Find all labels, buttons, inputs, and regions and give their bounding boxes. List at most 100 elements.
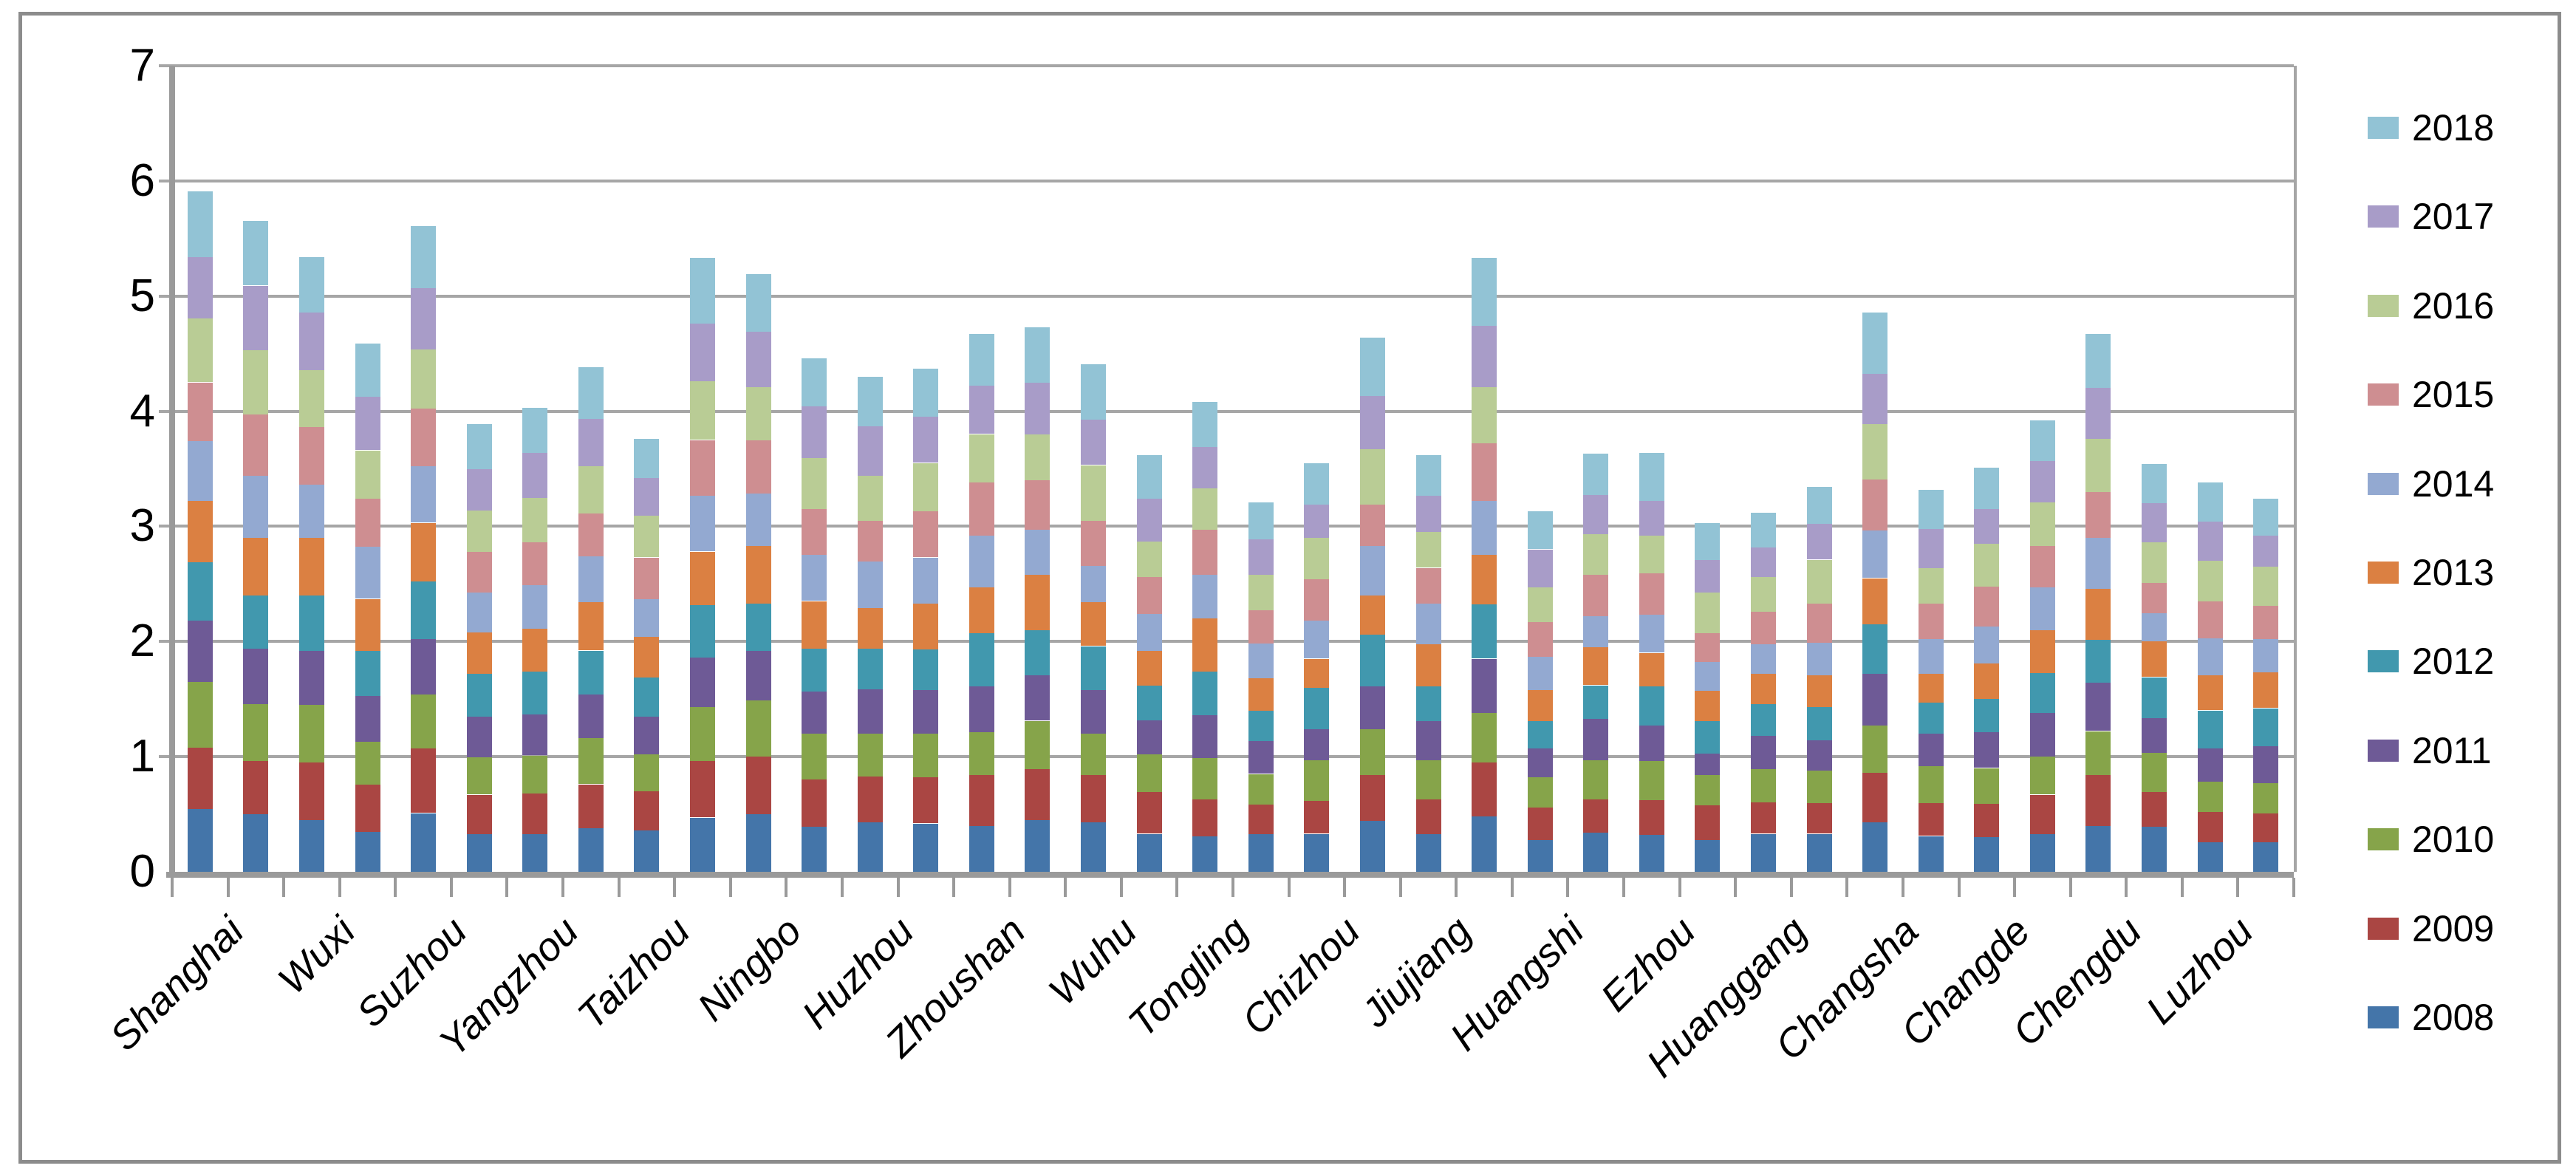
bar-segment-2010 [1081, 734, 1107, 775]
bar-segment-2011 [913, 690, 939, 734]
bar-segment-2014 [2197, 638, 2223, 675]
bar-segment-2012 [1136, 686, 1162, 720]
bar-segment-2010 [968, 732, 994, 775]
x-axis-tick [1734, 878, 1737, 897]
bar-segment-2012 [1359, 635, 1385, 686]
bar-segment-2009 [1192, 799, 1218, 836]
bar-segment-2014 [1136, 614, 1162, 651]
legend-swatch-2013 [2368, 562, 2399, 584]
bar-segment-2018 [1974, 468, 2000, 509]
bar-segment-2016 [466, 511, 492, 552]
bar-segment-2014 [802, 555, 827, 601]
bar-segment-2011 [1359, 686, 1385, 729]
bar-segment-2013 [1862, 579, 1888, 624]
stacked-bar [857, 0, 883, 872]
bar-segment-2010 [2142, 753, 2167, 792]
stacked-bar [243, 0, 269, 872]
x-axis-tick [1845, 878, 1848, 897]
bar-segment-2011 [2142, 717, 2167, 753]
bar-segment-2009 [2197, 812, 2223, 842]
bar-segment-2017 [2253, 536, 2279, 567]
gridline [159, 294, 2294, 298]
bar-segment-2016 [634, 516, 660, 557]
stacked-bar [1304, 0, 1330, 872]
bar-segment-2015 [522, 542, 548, 585]
bar-segment-2012 [1695, 721, 1721, 754]
bar-segment-2018 [243, 221, 269, 285]
stacked-bar [802, 0, 827, 872]
bar-segment-2013 [1527, 690, 1553, 721]
bar-segment-2015 [2142, 583, 2167, 613]
bar-segment-2013 [690, 552, 715, 605]
bar-segment-2017 [1695, 560, 1721, 593]
bar-segment-2009 [2029, 795, 2055, 834]
bar-segment-2013 [1751, 674, 1776, 704]
bar-segment-2013 [968, 587, 994, 633]
bar-segment-2015 [690, 440, 715, 496]
bar-segment-2016 [1974, 544, 2000, 587]
legend-item: 2010 [2368, 817, 2494, 861]
bar-segment-2010 [1248, 774, 1274, 805]
y-axis-label: 2 [129, 615, 155, 667]
bar-segment-2008 [411, 813, 437, 872]
stacked-bar [1695, 0, 1721, 872]
bar-segment-2011 [634, 717, 660, 754]
bar-segment-2009 [298, 762, 324, 820]
bar-segment-2014 [1081, 565, 1107, 602]
gridline [159, 64, 2294, 67]
bar-segment-2018 [355, 344, 380, 397]
y-axis-line [169, 66, 175, 878]
bar-segment-2015 [1695, 633, 1721, 662]
bar-segment-2014 [1918, 639, 1944, 674]
stacked-bar [2253, 0, 2279, 872]
legend-swatch-2010 [2368, 828, 2399, 850]
bar-segment-2018 [1806, 487, 1832, 524]
x-axis-tick [1343, 878, 1346, 897]
bar-segment-2011 [2253, 746, 2279, 783]
bar-segment-2018 [1192, 402, 1218, 447]
bar-segment-2013 [298, 538, 324, 595]
bar-segment-2015 [2197, 601, 2223, 638]
bar-segment-2011 [745, 651, 771, 700]
bar-segment-2016 [2029, 502, 2055, 546]
bar-segment-2009 [1974, 804, 2000, 837]
bar-segment-2011 [1472, 659, 1497, 713]
bar-segment-2012 [355, 651, 380, 696]
bar-segment-2010 [634, 754, 660, 791]
stacked-bar [2085, 0, 2111, 872]
bar-segment-2009 [1136, 792, 1162, 833]
bar-segment-2010 [690, 707, 715, 761]
bar-segment-2011 [857, 689, 883, 734]
bar-segment-2009 [522, 794, 548, 834]
legend-label: 2018 [2412, 107, 2495, 149]
bar-segment-2016 [1751, 577, 1776, 612]
bar-segment-2018 [187, 191, 213, 257]
bar-segment-2009 [1025, 769, 1050, 820]
bar-segment-2010 [298, 705, 324, 762]
bar-segment-2009 [1415, 799, 1441, 834]
legend-swatch-2009 [2368, 918, 2399, 940]
bar-segment-2009 [745, 757, 771, 814]
stacked-bar [1359, 0, 1385, 872]
bar-segment-2018 [634, 439, 660, 478]
bar-segment-2015 [1974, 586, 2000, 627]
bar-segment-2008 [466, 834, 492, 872]
bar-segment-2017 [1192, 447, 1218, 488]
bar-segment-2018 [2253, 499, 2279, 536]
bar-segment-2009 [1862, 773, 1888, 822]
bar-segment-2015 [913, 511, 939, 557]
bar-segment-2013 [2197, 675, 2223, 710]
bar-segment-2008 [2029, 834, 2055, 872]
bar-segment-2015 [2085, 492, 2111, 538]
bar-segment-2012 [2029, 672, 2055, 713]
x-axis-tick [1511, 878, 1514, 897]
bar-segment-2011 [968, 686, 994, 732]
y-axis-label: 6 [129, 154, 155, 206]
legend-swatch-2011 [2368, 740, 2399, 762]
bar-segment-2016 [1415, 532, 1441, 567]
bar-segment-2017 [1918, 529, 1944, 568]
bar-segment-2008 [187, 808, 213, 872]
bar-segment-2013 [1918, 674, 1944, 703]
x-axis-tick [1231, 878, 1234, 897]
bar-segment-2018 [1025, 327, 1050, 383]
